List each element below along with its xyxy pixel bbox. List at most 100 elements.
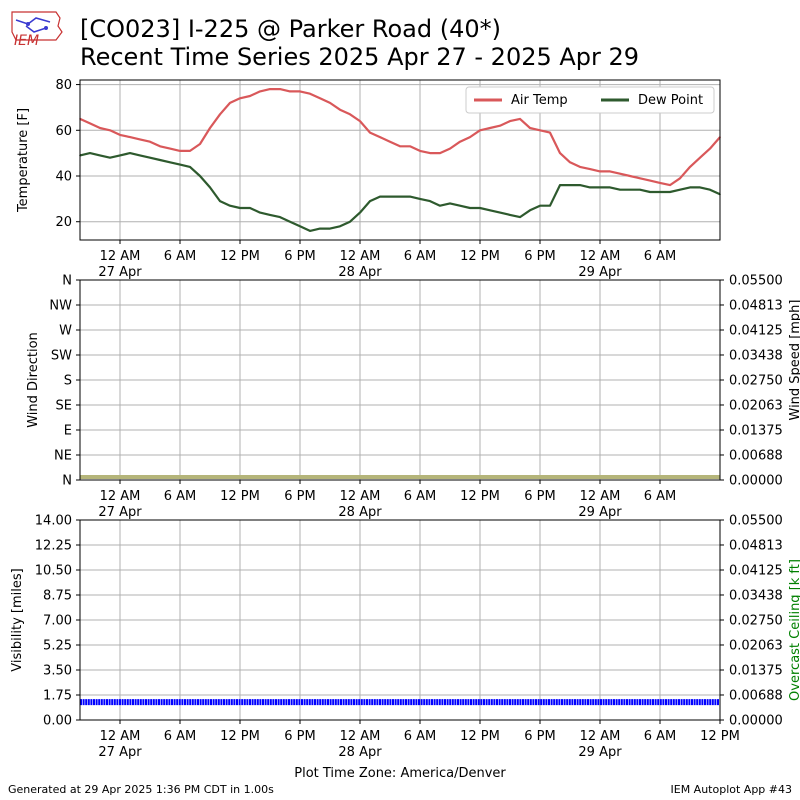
generated-note: Generated at 29 Apr 2025 1:36 PM CDT in … <box>8 783 274 796</box>
air-temp-point <box>319 97 321 100</box>
y-tick-label: 7.00 <box>43 614 72 629</box>
y-tick-label: 60 <box>55 124 72 139</box>
dew-point-point <box>89 152 91 154</box>
air-temp-point <box>119 134 121 136</box>
x-tick-date-label: 29 Apr <box>578 265 622 280</box>
air-temp-point <box>629 175 631 177</box>
dew-point-point <box>249 207 251 209</box>
x-tick-label: 12 AM <box>580 489 621 504</box>
dew-point-point <box>159 159 161 161</box>
y2-tick-label: 0.00000 <box>729 474 783 489</box>
air-temp-point <box>189 150 191 152</box>
dew-point-point <box>479 207 481 209</box>
y-tick-label: 12.25 <box>35 539 72 554</box>
x-tick-label: 6 AM <box>404 729 437 744</box>
dew-point-point <box>389 195 391 198</box>
air-temp-point <box>299 90 301 93</box>
air-temp-point <box>89 122 91 125</box>
air-temp-point <box>479 129 481 132</box>
y2-tick-label: 0.05500 <box>729 274 783 289</box>
visibility-ylabel: Visibility [miles] <box>10 568 25 671</box>
y2-tick-label: 0.02063 <box>729 638 783 653</box>
x-tick-label: 12 AM <box>580 729 621 744</box>
dew-point-point <box>279 216 281 218</box>
x-tick-label: 6 AM <box>644 489 677 504</box>
air-temp-point <box>199 143 201 145</box>
x-tick-label: 12 PM <box>460 729 500 744</box>
dew-point-point <box>509 214 511 216</box>
air-temp-point <box>329 102 331 104</box>
air-temp-point <box>519 118 521 120</box>
dew-point-point <box>549 204 551 207</box>
dew-point-point <box>149 156 151 159</box>
x-tick-date-label: 27 Apr <box>98 505 142 520</box>
air-temp-point <box>349 113 351 116</box>
y-tick-label: 5.25 <box>43 639 72 654</box>
air-temp-point <box>599 170 601 173</box>
y2-tick-label: 0.02063 <box>729 398 783 413</box>
air-temp-point <box>409 145 411 148</box>
dew-point-point <box>669 191 671 193</box>
dew-point-point <box>329 227 331 230</box>
air-temp-point <box>169 147 171 150</box>
air-temp-point <box>179 150 181 152</box>
air-temp-point <box>229 102 231 104</box>
wind-panel: N NE E SE S SW W NW N 0.00000 0.00688 0.01375 0.020… <box>26 274 800 521</box>
chart-title-line1: [CO023] I-225 @ Parker Road (40*) <box>80 15 502 43</box>
air-temp-point <box>639 177 641 180</box>
time-zone-xlabel: Plot Time Zone: America/Denver <box>294 766 506 781</box>
air-temp-point <box>459 140 461 143</box>
visibility-yticks: 0.00 1.75 3.50 5.25 7.00 8.75 10.50 12.25 14.00 <box>35 514 80 729</box>
x-tick-date-label: 28 Apr <box>338 265 382 280</box>
dew-point-point <box>189 166 191 168</box>
dew-point-point <box>659 191 661 193</box>
dew-point-point <box>519 216 521 218</box>
x-tick-label: 6 PM <box>524 729 555 744</box>
x-tick-label: 6 AM <box>164 729 197 744</box>
dew-point-point <box>499 211 501 214</box>
ceiling-ylabel: Overcast Ceiling [k ft] <box>788 559 800 701</box>
x-tick-label: 6 AM <box>404 489 437 504</box>
air-temp-point <box>279 88 281 90</box>
air-temp-point <box>249 95 251 97</box>
y-tick-label: 40 <box>55 170 72 185</box>
air-temp-point <box>219 113 221 116</box>
x-tick-label: 6 PM <box>524 249 555 264</box>
air-temp-point <box>419 150 421 152</box>
dew-point-point <box>369 200 371 202</box>
dew-point-point <box>599 186 601 189</box>
air-temp-point <box>619 172 621 175</box>
x-tick-label: 12 PM <box>220 729 260 744</box>
dew-point-point <box>179 163 181 166</box>
dew-point-point <box>319 227 321 230</box>
air-temp-point <box>289 90 291 93</box>
x-tick-label: 6 AM <box>164 249 197 264</box>
air-temp-point <box>649 179 651 182</box>
y2-tick-label: 0.04125 <box>729 564 783 579</box>
x-tick-label: 6 PM <box>284 729 315 744</box>
air-temp-point <box>489 127 491 129</box>
dew-point-point <box>559 184 561 186</box>
y-tick-label: NW <box>49 299 72 314</box>
dew-point-point <box>469 207 471 209</box>
dew-point-line <box>79 152 721 232</box>
air-temp-point <box>149 140 151 143</box>
air-temp-point <box>589 168 591 170</box>
dew-point-point <box>229 204 231 207</box>
dew-point-point <box>449 202 451 205</box>
dew-point-point <box>349 220 351 223</box>
dew-point-point <box>199 175 201 177</box>
air-temp-point <box>499 124 501 127</box>
dew-point-point <box>129 152 131 154</box>
air-temp-point <box>559 152 561 154</box>
air-temp-point <box>449 147 451 150</box>
air-temp-point <box>569 161 571 164</box>
dew-point-point <box>539 204 541 207</box>
dew-point-point <box>489 209 491 212</box>
dew-point-point <box>359 211 361 214</box>
dew-point-point <box>429 200 431 202</box>
air-temp-point <box>689 166 691 168</box>
dew-point-point <box>649 191 651 193</box>
